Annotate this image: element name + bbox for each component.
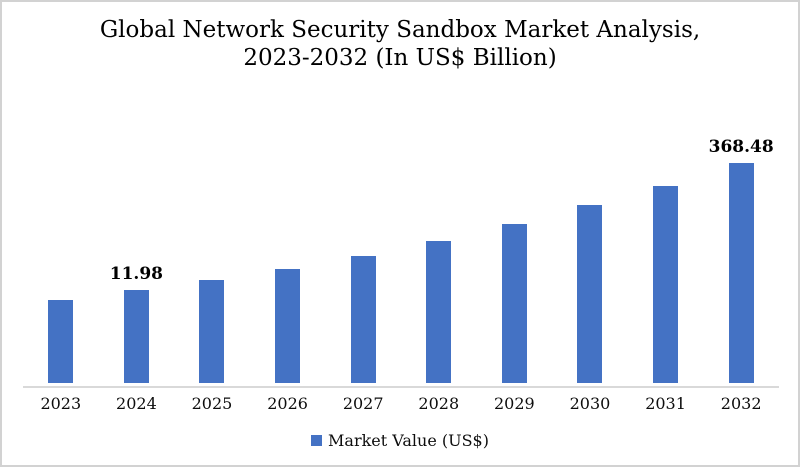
- bar-slot-2031: [628, 121, 704, 383]
- x-tick-2027: 2027: [342, 394, 384, 413]
- x-tick-2030: 2030: [569, 394, 611, 413]
- bar-slot-2025: [174, 121, 250, 383]
- bar-slot-2032: 368.48: [703, 121, 779, 383]
- x-tick-2028: 2028: [418, 394, 460, 413]
- x-axis-line: [23, 386, 779, 388]
- bar-value-label-2024: 11.98: [109, 264, 163, 284]
- bar-value-label-2032: 368.48: [708, 137, 774, 157]
- bar-2023: [48, 300, 74, 383]
- x-tick-2025: 2025: [191, 394, 233, 413]
- bar-slot-2027: [325, 121, 401, 383]
- x-tick-2029: 2029: [494, 394, 535, 413]
- x-axis-labels: 2023 2024 2025 2026 2027 2028 2029 2030 2031 2032: [23, 394, 779, 413]
- bar-slot-2023: [23, 121, 99, 383]
- bar-slot-2030: [552, 121, 628, 383]
- bar-slot-2026: [250, 121, 326, 383]
- x-tick-2031: 2031: [645, 394, 686, 413]
- bar-2031: [653, 186, 679, 383]
- chart-title: Global Network Security Sandbox Market A…: [2, 16, 798, 72]
- bar-2025: [199, 280, 225, 383]
- bar-slot-2029: [477, 121, 553, 383]
- plot-area: 11.98 368.48: [23, 121, 779, 383]
- bar-2026: [275, 269, 301, 383]
- chart-title-line-1: Global Network Security Sandbox Market A…: [99, 17, 701, 43]
- x-tick-2023: 2023: [40, 394, 82, 413]
- legend: Market Value (US$): [2, 431, 798, 450]
- x-tick-2024: 2024: [116, 394, 157, 413]
- x-tick-2026: 2026: [267, 394, 308, 413]
- bar-2032: [728, 163, 754, 383]
- legend-label: Market Value (US$): [328, 431, 489, 450]
- legend-color-swatch: [311, 435, 323, 446]
- bar-2030: [577, 205, 603, 383]
- bar-2027: [350, 256, 376, 383]
- bar-2028: [426, 241, 452, 383]
- bar-slot-2024: 11.98: [99, 121, 175, 383]
- bar-slot-2028: [401, 121, 477, 383]
- bar-2024: [123, 290, 149, 383]
- chart-title-line-2: 2023-2032 (In US$ Billion): [243, 45, 557, 72]
- x-tick-2032: 2032: [720, 394, 762, 413]
- bar-2029: [501, 224, 527, 383]
